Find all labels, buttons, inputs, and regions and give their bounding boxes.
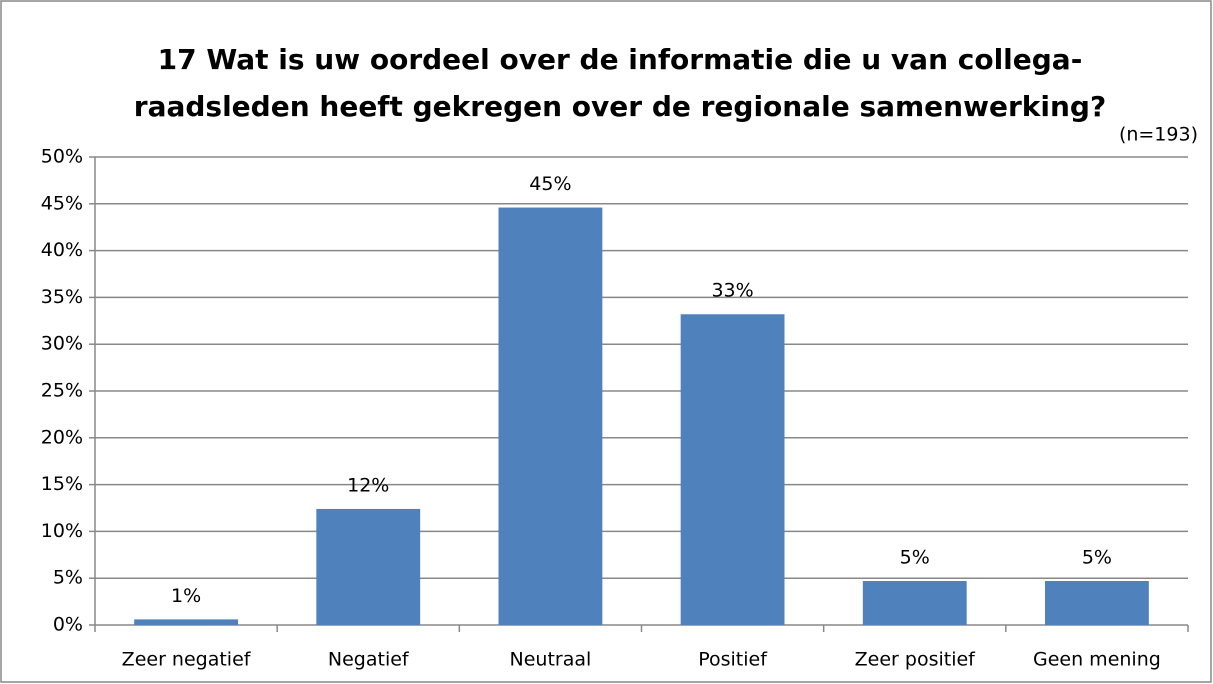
data-label: 5% <box>900 547 930 569</box>
y-tick-label: 45% <box>41 192 83 214</box>
x-tick-label: Geen mening <box>1033 649 1161 671</box>
chart-title: 17 Wat is uw oordeel over de informatie … <box>133 43 1107 123</box>
y-tick-label: 40% <box>41 239 83 261</box>
x-tick-label: Neutraal <box>510 649 592 671</box>
bar <box>1044 581 1149 625</box>
bar <box>498 207 603 625</box>
data-label: 1% <box>171 585 201 607</box>
bar <box>134 619 239 625</box>
bar <box>316 508 421 625</box>
bar <box>680 314 785 625</box>
data-label: 45% <box>529 173 571 195</box>
y-tick-label: 20% <box>41 426 83 448</box>
y-tick-label: 25% <box>41 380 83 402</box>
chart-subtitle: (n=193) <box>1119 124 1198 146</box>
y-tick-label: 50% <box>41 146 83 168</box>
y-tick-label: 35% <box>41 286 83 308</box>
y-tick-label: 5% <box>53 567 83 589</box>
x-tick-label: Zeer positief <box>855 649 977 671</box>
x-tick-label: Positief <box>698 649 768 671</box>
data-label: 5% <box>1082 547 1112 569</box>
bar <box>862 581 967 625</box>
data-label: 12% <box>347 474 389 496</box>
y-tick-label: 0% <box>53 614 83 636</box>
y-tick-label: 10% <box>41 520 83 542</box>
data-label: 33% <box>711 280 753 302</box>
x-tick-label: Negatief <box>328 649 410 671</box>
y-tick-label: 30% <box>41 333 83 355</box>
y-tick-label: 15% <box>41 473 83 495</box>
x-tick-label: Zeer negatief <box>122 649 252 671</box>
